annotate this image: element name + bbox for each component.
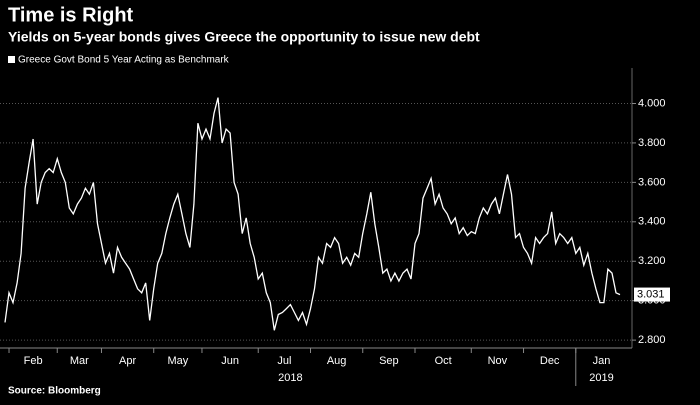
- legend-swatch: [8, 56, 15, 63]
- x-tick-label: Oct: [435, 355, 452, 367]
- last-value-label: 3.031: [637, 288, 665, 300]
- y-tick-label: 2.800: [638, 334, 666, 346]
- x-group-label: 2018: [278, 372, 302, 384]
- y-tick-label: 3.400: [638, 216, 666, 228]
- source: Source: Bloomberg: [8, 386, 101, 397]
- x-tick-label: Sep: [379, 355, 399, 367]
- chart-subtitle: Yields on 5-year bonds gives Greece the …: [8, 29, 480, 45]
- x-tick-label: Jul: [277, 355, 291, 367]
- x-tick-label: Feb: [24, 355, 43, 367]
- chart-title: Time is Right: [8, 4, 134, 26]
- y-tick-label: 3.600: [638, 176, 666, 188]
- x-tick-label: Apr: [119, 355, 136, 367]
- line: [4, 97, 621, 331]
- y-tick-label: 3.800: [638, 137, 666, 149]
- y-tick-label: 3.200: [638, 255, 666, 267]
- x-tick-label: May: [167, 355, 188, 367]
- x-tick-label: Mar: [70, 355, 89, 367]
- y-tick-label: 4.000: [638, 97, 666, 109]
- last-value-box: [634, 287, 670, 302]
- x-tick-label: Dec: [540, 355, 560, 367]
- legend-label: Greece Govt Bond 5 Year Acting as Benchm…: [18, 55, 230, 66]
- x-tick-label: Nov: [488, 355, 508, 367]
- x-group-label: 2019: [589, 372, 613, 384]
- x-tick-label: Aug: [327, 355, 347, 367]
- x-tick-label: Jun: [221, 355, 239, 367]
- x-tick-label: Jan: [593, 355, 611, 367]
